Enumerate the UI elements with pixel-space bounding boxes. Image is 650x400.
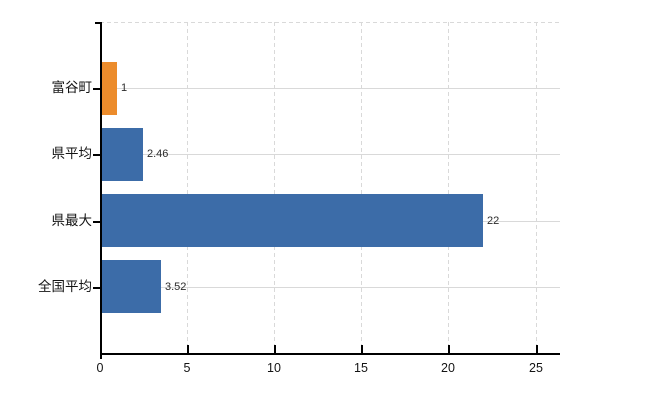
bar-value-label: 22 — [487, 215, 500, 227]
x-axis-tick — [100, 345, 102, 353]
y-axis-tick — [93, 154, 100, 156]
x-tick-label: 5 — [183, 361, 191, 375]
x-axis-tick — [274, 345, 276, 353]
gridline-horizontal — [102, 88, 560, 89]
y-axis-top-tick — [95, 22, 100, 24]
x-axis-tick — [536, 345, 538, 353]
gridline-horizontal — [102, 154, 560, 155]
bar — [102, 62, 117, 115]
y-axis-tick — [93, 287, 100, 289]
x-axis-tick — [361, 345, 363, 353]
bar — [102, 128, 143, 181]
gridline-horizontal — [102, 287, 560, 288]
x-axis — [100, 353, 560, 355]
category-label: 県最大 — [51, 213, 93, 228]
gridline-vertical — [187, 22, 189, 353]
bar — [102, 194, 483, 247]
x-tick-label: 0 — [96, 361, 104, 375]
bar-value-label: 2.46 — [147, 148, 169, 160]
y-axis-tick — [93, 88, 100, 90]
x-tick-label: 20 — [441, 361, 455, 375]
bar-value-label: 1 — [121, 82, 128, 94]
bar — [102, 260, 161, 313]
x-axis-tick — [187, 345, 189, 353]
y-axis-tick — [93, 221, 100, 223]
gridline-vertical — [448, 22, 450, 353]
plot-top-border — [100, 22, 560, 23]
category-label: 富谷町 — [51, 80, 93, 95]
x-tick-label: 25 — [529, 361, 543, 375]
gridline-vertical — [361, 22, 363, 353]
category-label: 全国平均 — [38, 279, 92, 294]
category-label: 県平均 — [51, 146, 93, 161]
y-axis — [100, 22, 102, 359]
x-tick-label: 10 — [267, 361, 281, 375]
gridline-vertical — [535, 22, 537, 353]
bar-value-label: 3.52 — [165, 281, 187, 293]
x-tick-label: 15 — [354, 361, 368, 375]
gridline-vertical — [274, 22, 276, 353]
x-axis-tick — [448, 345, 450, 353]
